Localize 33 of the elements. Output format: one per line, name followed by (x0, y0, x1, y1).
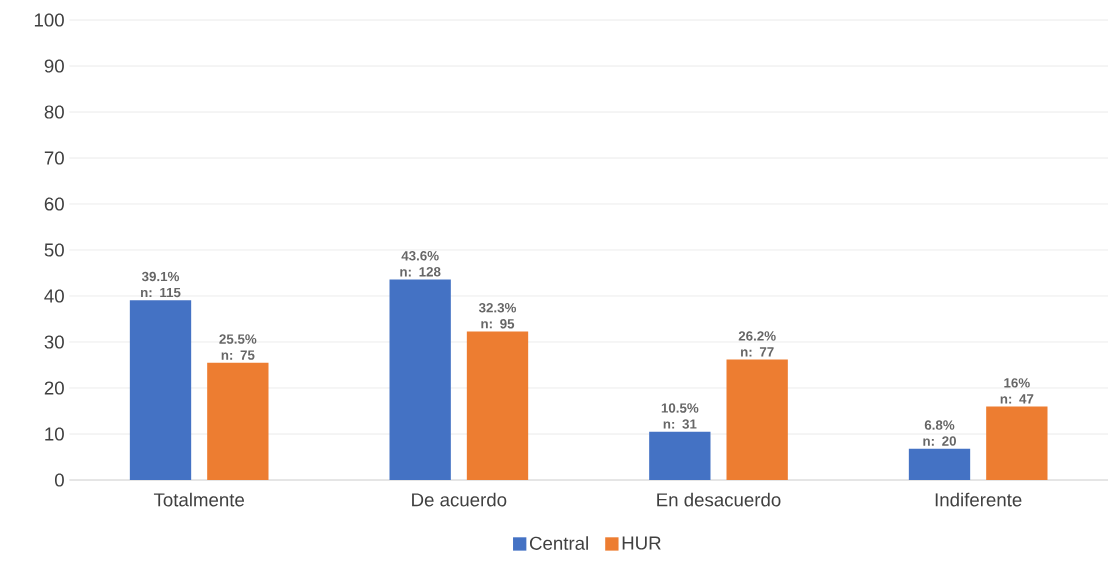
y-tick-label: 40 (44, 289, 64, 303)
x-tick-label: Totalmente (153, 492, 245, 507)
bar (726, 359, 788, 480)
data-label: 43.6% n: 128 (400, 251, 441, 277)
x-tick-label: Indiferente (935, 492, 1022, 507)
y-tick-label: 20 (44, 381, 64, 395)
y-tick-label: 80 (44, 105, 64, 119)
data-label: 39.1% n: 115 (141, 271, 181, 298)
y-tick-label: 10 (45, 427, 64, 441)
data-label: 6.8% n: 20 (923, 420, 956, 446)
bar (986, 406, 1048, 480)
y-tick-label: 0 (54, 473, 64, 487)
bar (466, 331, 529, 480)
data-label: 32.3% n: 95 (478, 303, 517, 329)
y-tick-label: 50 (44, 243, 64, 257)
bar (389, 279, 451, 480)
y-tick-label: 90 (44, 59, 64, 73)
y-tick-label: 60 (44, 197, 64, 211)
data-label: 25.5% n: 75 (219, 334, 257, 360)
data-label: 26.2% n: 77 (738, 331, 776, 357)
legend-label: Central (529, 536, 588, 550)
y-tick-label: 70 (44, 151, 64, 165)
x-tick-label: En desacuerdo (657, 492, 781, 507)
legend-label: HUR (622, 536, 661, 550)
bar (129, 300, 192, 480)
x-tick-label: De acuerdo (412, 492, 507, 507)
bar (207, 362, 269, 480)
data-label: 16% n: 47 (1000, 378, 1034, 404)
y-tick-label: 30 (44, 335, 64, 349)
bar (649, 431, 711, 480)
data-label: 10.5% n: 31 (661, 403, 699, 429)
y-tick-label: 100 (34, 13, 64, 27)
bar (908, 448, 971, 480)
